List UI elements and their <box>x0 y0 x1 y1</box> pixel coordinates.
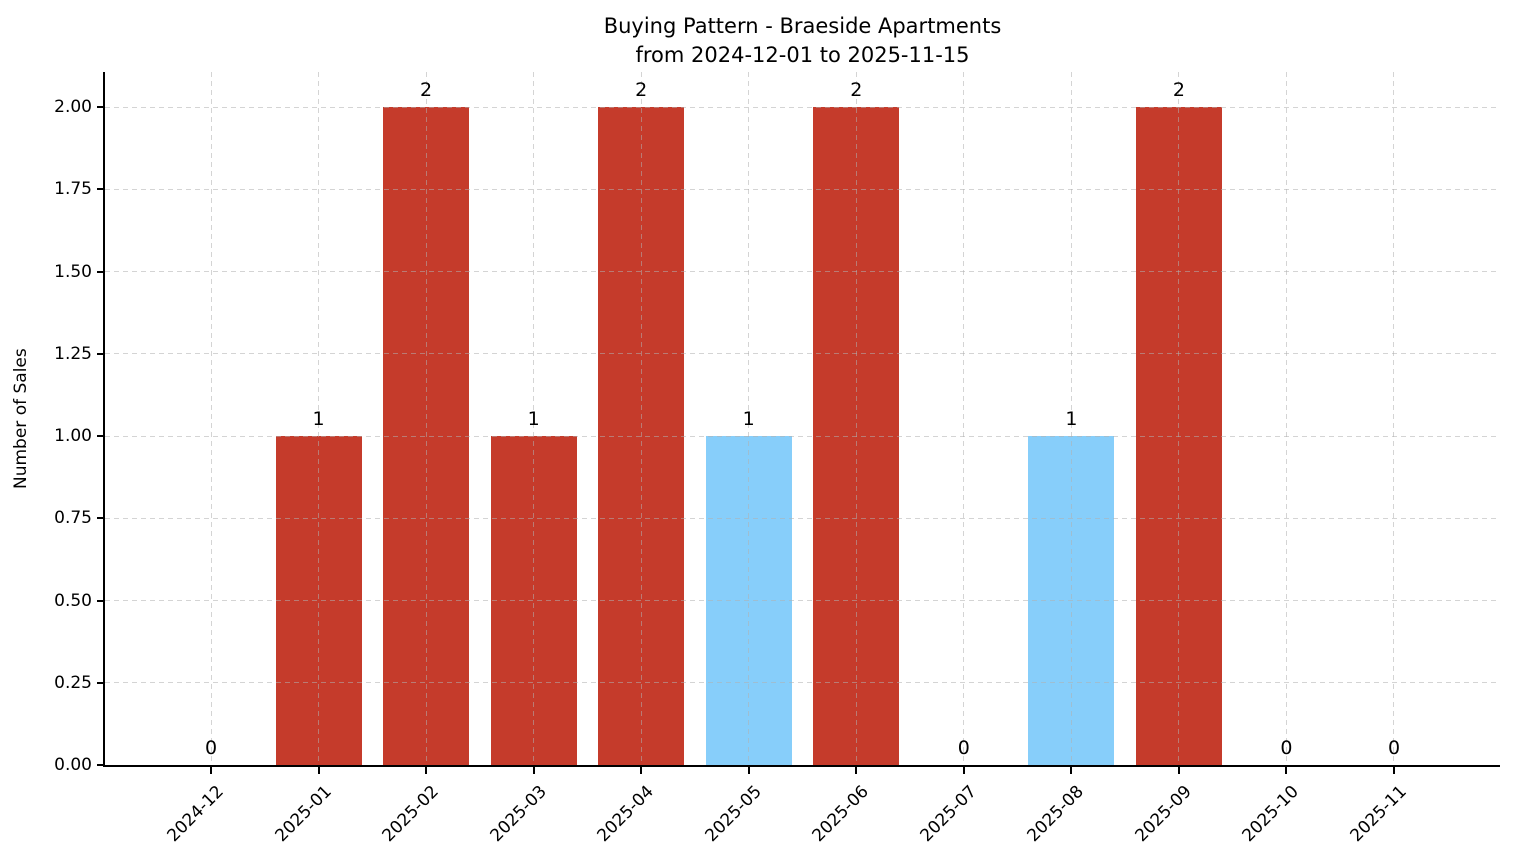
x-axis-spine <box>103 765 1500 767</box>
chart-subtitle: from 2024-12-01 to 2025-11-15 <box>635 43 970 67</box>
bar-value-label: 0 <box>957 737 970 759</box>
vertical-gridline <box>855 72 857 765</box>
y-tick-label: 0.25 <box>54 672 92 693</box>
x-tick-mark <box>1392 765 1395 774</box>
x-tick-label: 2025-01 <box>271 781 336 847</box>
y-tick-label: 0.50 <box>54 590 92 611</box>
vertical-gridline <box>533 72 535 765</box>
y-tick-label: 1.50 <box>54 261 92 282</box>
vertical-gridline <box>210 72 212 765</box>
horizontal-gridline <box>105 353 1500 355</box>
horizontal-gridline <box>105 435 1500 437</box>
horizontal-gridline <box>105 600 1500 601</box>
y-tick-mark <box>97 270 105 273</box>
x-tick-label: 2025-06 <box>808 781 874 847</box>
x-tick-mark <box>1177 765 1180 774</box>
x-tick-mark <box>532 765 535 774</box>
bar-value-label: 0 <box>1387 737 1401 759</box>
y-tick-mark <box>97 517 105 520</box>
x-tick-label: 2025-07 <box>916 781 981 847</box>
bar-value-label: 1 <box>312 408 325 430</box>
x-tick-label: 2025-04 <box>593 781 659 847</box>
vertical-gridline <box>318 72 320 765</box>
y-tick-mark <box>97 352 105 355</box>
x-tick-mark <box>747 765 750 774</box>
x-tick-label: 2025-10 <box>1238 781 1304 847</box>
vertical-gridline <box>425 72 427 765</box>
vertical-gridline <box>1285 72 1287 765</box>
chart-title-block: Buying Pattern - Braeside Apartments fro… <box>105 12 1500 70</box>
vertical-gridline <box>1070 72 1072 765</box>
x-tick-label: 2025-02 <box>378 781 443 847</box>
x-tick-mark <box>425 765 428 774</box>
horizontal-gridline <box>105 682 1500 684</box>
x-tick-label: 2025-05 <box>701 781 766 847</box>
vertical-gridline <box>640 72 642 765</box>
x-tick-label: 2025-09 <box>1131 781 1196 847</box>
vertical-gridline <box>1178 72 1180 765</box>
bar-value-label: 1 <box>1065 408 1078 430</box>
y-tick-mark <box>97 188 105 191</box>
horizontal-gridline <box>105 106 1500 108</box>
x-tick-label: 2025-08 <box>1023 781 1089 847</box>
y-tick-label: 1.00 <box>54 426 92 446</box>
y-tick-mark <box>97 106 105 108</box>
y-tick-label: 1.25 <box>54 343 92 364</box>
x-tick-mark <box>210 765 212 774</box>
x-tick-mark <box>962 765 965 774</box>
vertical-gridline <box>963 72 965 765</box>
x-tick-label: 2025-11 <box>1346 781 1411 847</box>
x-tick-label: 2025-03 <box>486 781 551 847</box>
bar-value-label: 2 <box>1172 79 1185 101</box>
y-tick-label: 1.75 <box>54 179 92 200</box>
y-tick-mark <box>97 599 105 602</box>
bar-value-label: 1 <box>742 408 755 430</box>
horizontal-gridline <box>105 271 1500 272</box>
bar-value-label: 0 <box>204 737 218 759</box>
y-axis-spine <box>103 72 105 767</box>
bar-value-label: 2 <box>635 79 648 101</box>
horizontal-gridline <box>105 188 1500 190</box>
x-tick-label: 2024-12 <box>163 781 228 847</box>
x-tick-mark <box>640 765 643 774</box>
bar-value-label: 2 <box>850 79 863 101</box>
chart-title: Buying Pattern - Braeside Apartments <box>603 14 1002 38</box>
y-tick-mark <box>97 435 105 437</box>
y-tick-mark <box>97 764 105 766</box>
y-tick-label: 0.75 <box>54 508 92 529</box>
vertical-gridline <box>748 72 750 765</box>
y-tick-mark <box>97 681 105 684</box>
y-tick-label: 0.00 <box>54 755 92 775</box>
bar-value-label: 0 <box>1280 737 1293 759</box>
y-tick-label: 2.00 <box>54 97 92 117</box>
bar-value-label: 1 <box>527 408 540 430</box>
x-tick-mark <box>1285 765 1288 774</box>
x-tick-mark <box>1070 765 1073 774</box>
horizontal-gridline <box>105 517 1500 519</box>
bar-value-label: 2 <box>420 79 433 101</box>
x-tick-mark <box>855 765 858 774</box>
vertical-gridline <box>1393 72 1395 765</box>
x-tick-mark <box>317 765 320 774</box>
